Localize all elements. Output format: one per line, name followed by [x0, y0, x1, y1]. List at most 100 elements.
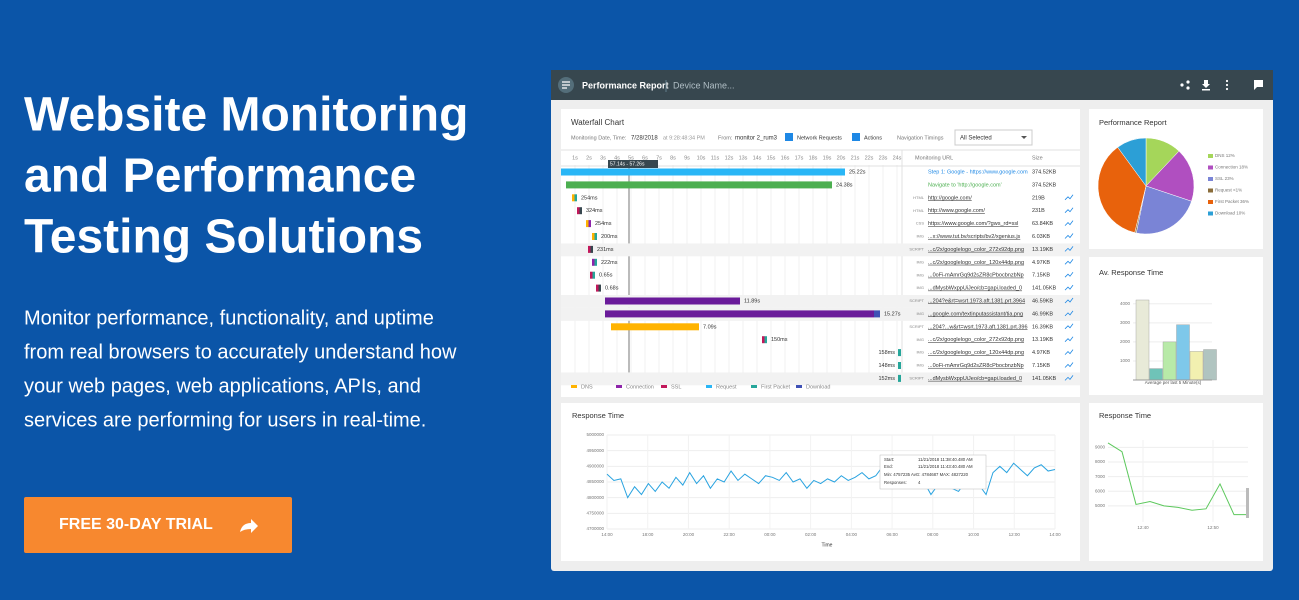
- checkbox[interactable]: [785, 133, 793, 141]
- y-tick-label: 4800000: [586, 495, 604, 500]
- row-type: HTML: [913, 208, 925, 213]
- row-time: 7.09s: [703, 324, 717, 330]
- trend-icon[interactable]: [1064, 233, 1074, 239]
- trend-icon[interactable]: [1064, 271, 1074, 278]
- trend-icon[interactable]: [1064, 259, 1074, 265]
- bar: [1189, 351, 1204, 381]
- timeline-tick: 19s: [823, 155, 832, 161]
- row-url[interactable]: ...c/2x/googlelogo_color_272x92dp.png: [928, 247, 1024, 253]
- waterfall-bar: [574, 194, 577, 202]
- panel-title: Av. Response Time: [1099, 268, 1163, 277]
- header-icons[interactable]: [1180, 79, 1263, 91]
- row-url[interactable]: ...204?e&rt=wsrt.1973.aft.1381.prt.3964: [928, 298, 1025, 304]
- select[interactable]: [954, 129, 1033, 146]
- trend-icon[interactable]: [1064, 375, 1074, 381]
- waterfall-bar: [764, 336, 767, 344]
- y-tick-label: 4900000: [586, 464, 604, 469]
- line-series: [1107, 442, 1248, 516]
- row-type: SCRIPT: [909, 246, 924, 251]
- row-url[interactable]: ...0oFi-mAmrGq9d2sZR8cPbocbnzbNp: [928, 363, 1024, 369]
- row-url[interactable]: Navigate to 'http://google.com': [928, 182, 1002, 188]
- row-url[interactable]: ...204?...w&rt=wsrt.1973.aft.1381.prt.39…: [928, 324, 1028, 330]
- trend-icon[interactable]: [1064, 194, 1074, 201]
- row-time: 0.68s: [605, 286, 619, 292]
- row-size: 4.97KB: [1032, 350, 1050, 356]
- timeline-tick: 16s: [781, 155, 790, 161]
- panel-title: Performance Report: [1099, 118, 1167, 127]
- row-url[interactable]: Step 1: Google - https://www.google.com: [928, 169, 1028, 175]
- waterfall-bar: [898, 349, 901, 357]
- waterfall-bar: [566, 181, 832, 189]
- cta-arrow[interactable]: [240, 519, 258, 533]
- row-size: 13.19KB: [1032, 247, 1053, 253]
- trend-icon[interactable]: [1064, 362, 1074, 368]
- legend-swatch: [1208, 165, 1213, 170]
- y-tick-label: 2000: [1120, 339, 1131, 344]
- cta-bg[interactable]: [24, 497, 292, 553]
- row-time: 152ms: [878, 376, 895, 382]
- row-url[interactable]: ...c/2x/googlelogo_color_120x44dp.png: [928, 260, 1024, 266]
- timeline-tick: 24s: [893, 155, 902, 161]
- hero-description: from real browsers to accurately underst…: [24, 341, 457, 363]
- row-type: IMG: [916, 285, 924, 290]
- row-url[interactable]: ...c/2x/googlelogo_color_120x44dp.png: [928, 350, 1024, 356]
- timeline-tick: 2s: [586, 155, 592, 161]
- trend-icon[interactable]: [1064, 297, 1074, 304]
- row-size: 6.03KB: [1032, 234, 1050, 240]
- row-size: 374.52KB: [1032, 182, 1056, 188]
- legend-swatch: [571, 385, 577, 388]
- y-tick-label: 5000000: [586, 432, 604, 437]
- timeline-tick: 12s: [725, 155, 734, 161]
- row-size: 4.97KB: [1032, 260, 1050, 266]
- row-url[interactable]: http://google.com/: [928, 195, 972, 201]
- x-tick-label: 08:00: [927, 532, 939, 537]
- row-time: 0.65s: [599, 273, 613, 279]
- trend-icon[interactable]: [1064, 349, 1074, 355]
- cta-button[interactable]: FREE 30-DAY TRIAL: [24, 497, 292, 553]
- row-time: 231ms: [597, 247, 614, 253]
- scrollbar: [1246, 488, 1249, 518]
- timeline-tick: 7s: [656, 155, 662, 161]
- y-tick-label: 4000: [1120, 301, 1131, 306]
- panel-title: Response Time: [1099, 411, 1151, 420]
- row-url[interactable]: ...google.com/textinputassistant/tia.png: [928, 311, 1023, 317]
- trend-icon[interactable]: [1064, 220, 1074, 226]
- row-url[interactable]: ...0oFi-mAmrGq9d2sZR8cPbocbnzbNp: [928, 273, 1024, 279]
- row-url[interactable]: https://www.google.com/?gws_rd=ssl: [928, 221, 1018, 227]
- timeline-tick: 4s: [614, 155, 620, 161]
- x-tick-label: 20:00: [683, 532, 695, 537]
- label: From:: [718, 135, 733, 141]
- waterfall-bar: [596, 284, 599, 292]
- trend-icon[interactable]: [1064, 284, 1074, 291]
- trend-icon[interactable]: [1064, 336, 1074, 342]
- row-url[interactable]: ...c/2x/googlelogo_color_272x92dp.png: [928, 337, 1024, 343]
- trend-icon[interactable]: [1064, 246, 1074, 252]
- row-url[interactable]: ...dMysbWxppUiJeo/cb=gapi.loaded_0: [928, 376, 1022, 382]
- row-url[interactable]: ...dMysbWxppUiJeo/cb=gapi.loaded_0: [928, 286, 1022, 292]
- legend-label: Connection 18%: [1215, 165, 1248, 170]
- row-url[interactable]: http://www.google.com/: [928, 208, 985, 214]
- timeline-tick: 3s: [600, 155, 606, 161]
- trend-icon[interactable]: [1064, 323, 1074, 330]
- label: Monitoring Date, Time:: [571, 135, 627, 141]
- row-size: 141.05KB: [1032, 286, 1056, 292]
- hero-title: Website Monitoring: [24, 89, 468, 142]
- select-caret: [1021, 136, 1027, 139]
- trend-icon[interactable]: [1064, 310, 1074, 317]
- trend-icon[interactable]: [1064, 207, 1074, 213]
- checkbox[interactable]: [852, 133, 860, 141]
- row-size: 13.19KB: [1032, 337, 1053, 343]
- waterfall-bar: [588, 220, 591, 228]
- cta-text[interactable]: FREE 30-DAY TRIAL: [59, 516, 213, 533]
- row-url[interactable]: ...x://www.tut.bv/scripts/bv2/xgenius.js: [928, 234, 1021, 240]
- x-tick-label: 12:50: [1207, 525, 1219, 530]
- tooltip-text: Min: 4757235 AvG: 4784687 MAX: 4827220: [884, 472, 969, 477]
- tooltip-text: Start:: [884, 457, 894, 462]
- panel-title: Response Time: [572, 411, 624, 420]
- hero-description: services are performing for users in rea…: [24, 409, 426, 431]
- row-time: 150ms: [771, 337, 788, 343]
- tooltip-text: 11/21/2018 11:43:40.480 AM: [918, 464, 973, 469]
- legend-swatch: [1208, 188, 1213, 193]
- timeline-tick: 17s: [795, 155, 804, 161]
- waterfall-bar: [586, 220, 589, 228]
